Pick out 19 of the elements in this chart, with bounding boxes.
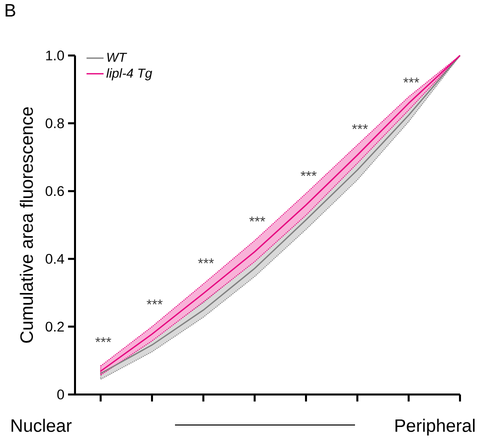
- annotation: ***: [403, 78, 420, 83]
- legend-label: lipl-4 Tg: [106, 68, 152, 80]
- y-axis-title: Cumulative area fluorescence: [20, 107, 33, 343]
- y-tick-label: 0: [57, 390, 64, 400]
- annotation: ***: [95, 337, 112, 342]
- annotation: ***: [198, 258, 214, 264]
- legend-label: WT: [107, 52, 128, 62]
- annotation: ***: [300, 171, 317, 176]
- annotation: ***: [249, 216, 266, 222]
- annotation: ***: [146, 300, 163, 304]
- x-axis-title: Nuclear: [12, 418, 72, 432]
- y-tick-label: 0.2: [46, 322, 64, 332]
- y-tick-label: 0.4: [46, 254, 64, 264]
- annotation: ***: [352, 124, 368, 130]
- y-tick-label: 0.6: [46, 186, 64, 196]
- text: Peripheral: [396, 418, 475, 436]
- chart-title: B: [6, 4, 16, 17]
- y-tick-label: 1.0: [46, 50, 64, 60]
- y-tick-label: 0.8: [46, 118, 64, 128]
